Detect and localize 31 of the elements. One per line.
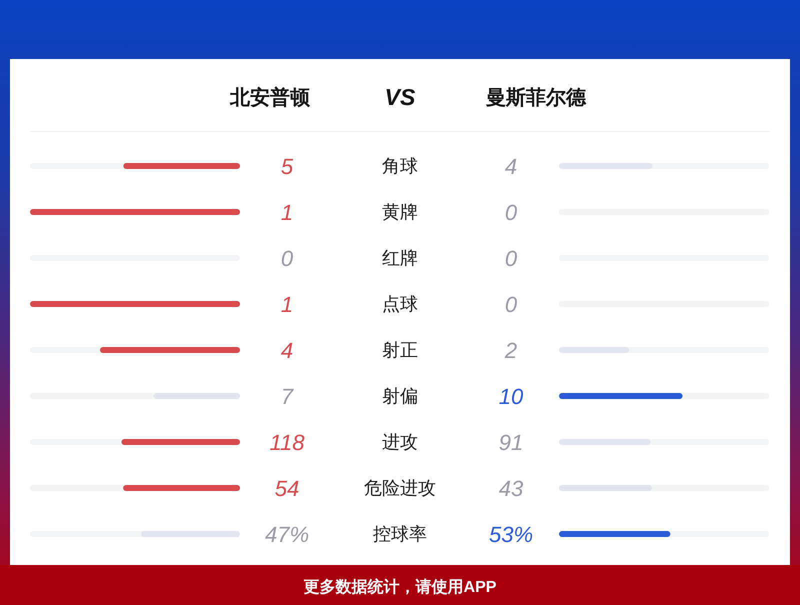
category-label: 危险进攻 bbox=[364, 478, 436, 498]
data-label: 0 bbox=[504, 292, 518, 317]
data-label: 0 bbox=[504, 200, 518, 225]
data-label: 43 bbox=[498, 476, 524, 501]
category-label: 控球率 bbox=[373, 524, 427, 544]
data-label: 47% bbox=[264, 522, 310, 547]
data-label: 54 bbox=[274, 476, 300, 501]
text: 北安普顿 bbox=[229, 86, 311, 109]
data-label: 5 bbox=[280, 154, 294, 179]
category-label: 红牌 bbox=[382, 248, 418, 268]
data-label: 0 bbox=[504, 246, 518, 271]
data-label: 1 bbox=[280, 292, 294, 317]
text: 曼斯菲尔德 bbox=[485, 87, 587, 109]
text: 更多数据统计，请使用APP bbox=[304, 578, 497, 596]
data-label: 4 bbox=[280, 338, 294, 363]
category-label: 射偏 bbox=[382, 386, 418, 406]
data-label: 0 bbox=[280, 246, 294, 271]
category-label: 角球 bbox=[382, 156, 418, 176]
data-label: 91 bbox=[498, 430, 524, 455]
text: VS bbox=[384, 84, 416, 110]
data-label: 53% bbox=[488, 522, 534, 547]
data-label: 10 bbox=[498, 384, 524, 409]
data-label: 4 bbox=[504, 154, 518, 179]
category-label: 射正 bbox=[382, 340, 418, 360]
data-label: 7 bbox=[280, 384, 294, 409]
category-label: 进攻 bbox=[382, 432, 418, 452]
category-label: 点球 bbox=[382, 294, 418, 314]
data-label: 1 bbox=[280, 200, 294, 225]
data-label: 118 bbox=[269, 430, 306, 455]
data-label: 2 bbox=[504, 338, 518, 363]
category-label: 黄牌 bbox=[382, 202, 418, 222]
